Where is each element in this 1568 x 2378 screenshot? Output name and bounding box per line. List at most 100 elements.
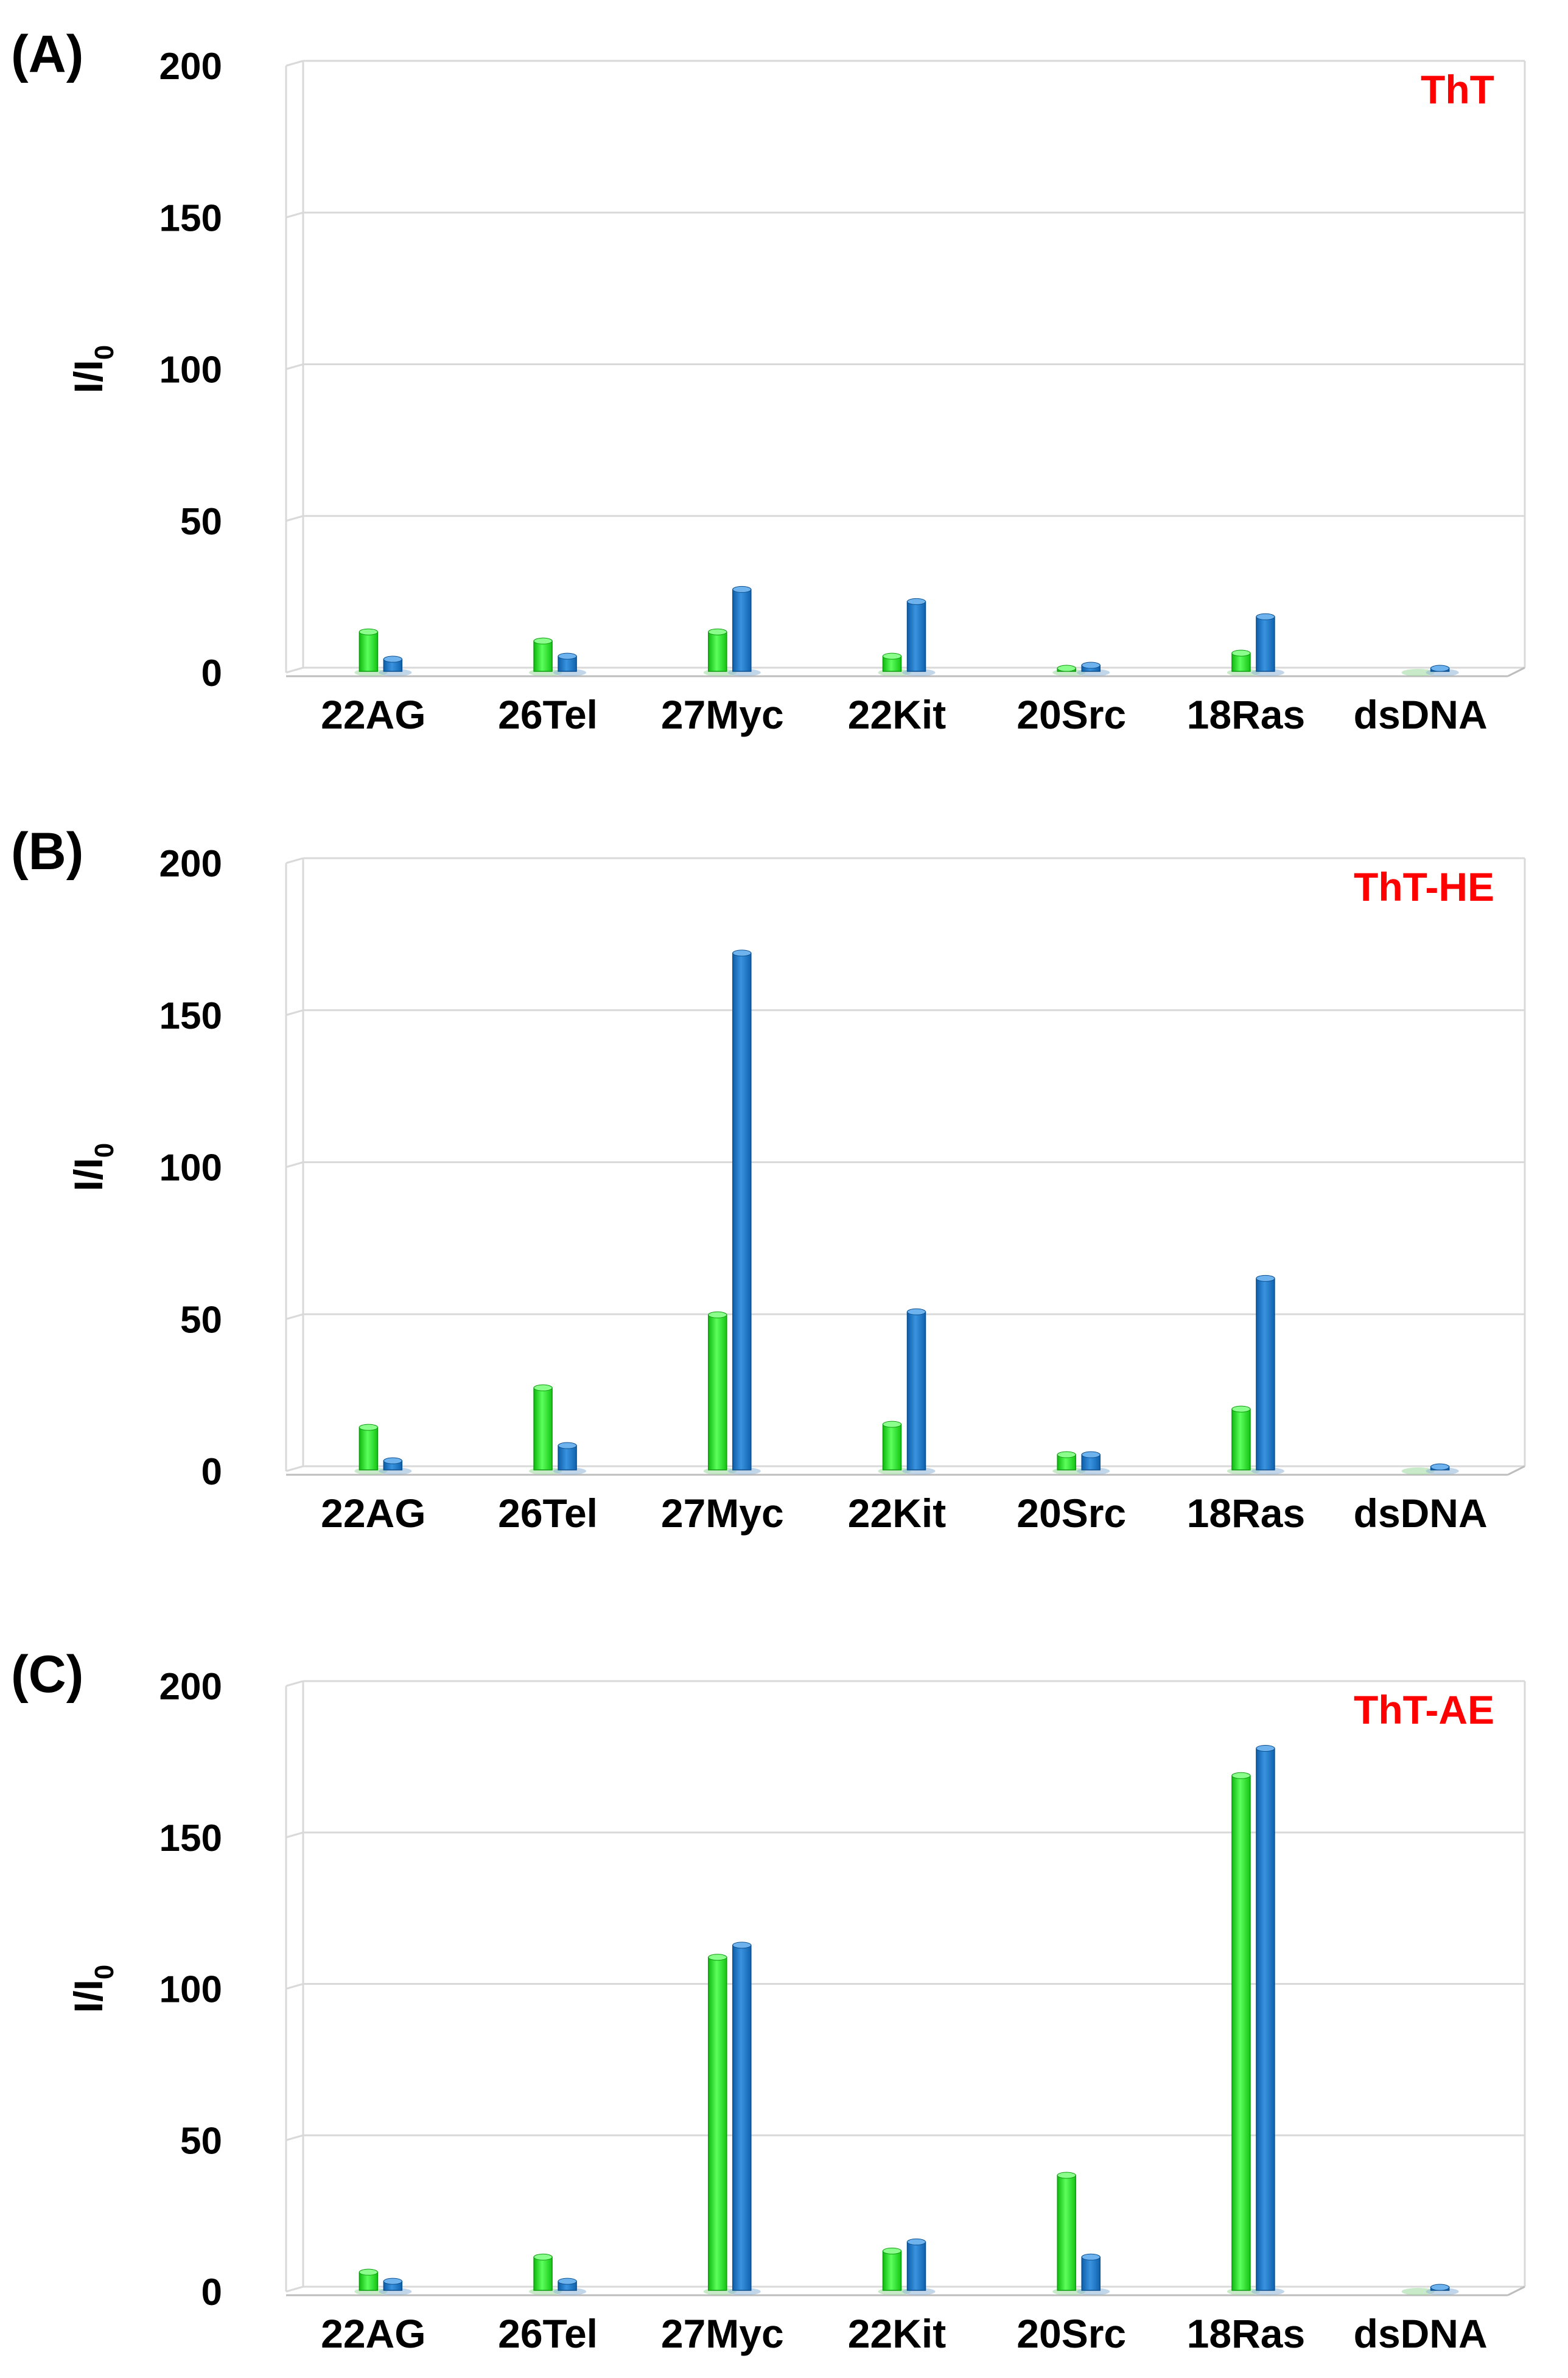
bar-blue bbox=[906, 601, 926, 672]
y-axis-label-main: I/I bbox=[66, 1979, 111, 2013]
gridline-side bbox=[285, 666, 304, 674]
bar-blue-cap bbox=[558, 1442, 577, 1449]
bar-green bbox=[1231, 1775, 1251, 2291]
x-tick-label: 27Myc bbox=[661, 2311, 784, 2356]
y-axis-label-sub: 0 bbox=[89, 1143, 119, 1158]
x-tick-label: 22Kit bbox=[848, 692, 946, 737]
x-tick-label: 20Src bbox=[1017, 1491, 1126, 1536]
y-tick-label: 50 bbox=[180, 2120, 222, 2162]
bar-blue-cap bbox=[383, 656, 402, 663]
bar-blue-cap bbox=[383, 1457, 402, 1464]
bar-blue-cap bbox=[907, 1308, 926, 1315]
y-tick-label: 100 bbox=[159, 349, 222, 391]
bar-blue-cap bbox=[1081, 2253, 1101, 2261]
bar-green bbox=[533, 2256, 553, 2291]
y-tick-label: 0 bbox=[201, 652, 222, 694]
x-tick-label: 27Myc bbox=[661, 692, 784, 737]
bar-green bbox=[1231, 1408, 1251, 1471]
x-tick-label: 22AG bbox=[321, 692, 425, 737]
bar-green-shadow bbox=[1401, 2288, 1435, 2295]
bar-green-cap bbox=[1231, 1772, 1251, 1779]
bar-blue-cap bbox=[1256, 1275, 1275, 1282]
y-tick-label: 0 bbox=[201, 2271, 222, 2313]
gridline-side bbox=[285, 1465, 304, 1472]
bar-green-shadow bbox=[1401, 669, 1435, 676]
x-tick-label: 26Tel bbox=[498, 1491, 598, 1536]
x-tick-label: 20Src bbox=[1017, 2311, 1126, 2356]
bar-green-cap bbox=[1231, 649, 1251, 657]
bar-blue-cap bbox=[383, 2278, 402, 2285]
y-tick-label: 200 bbox=[159, 843, 222, 885]
bar-green bbox=[882, 2250, 902, 2291]
y-axis-label: I/I0 bbox=[66, 1965, 119, 2013]
gridline-side bbox=[285, 60, 304, 67]
bar-blue bbox=[732, 953, 752, 1471]
floor-edge-side bbox=[1507, 2285, 1525, 2296]
y-axis-label-sub: 0 bbox=[89, 1965, 119, 1979]
bar-green-cap bbox=[533, 1384, 553, 1391]
bar-blue-cap bbox=[1256, 613, 1275, 620]
bar-green-cap bbox=[708, 1954, 727, 1961]
x-tick-label: 22AG bbox=[321, 1491, 425, 1536]
y-axis-label: I/I0 bbox=[66, 1143, 119, 1192]
gridline-side bbox=[285, 363, 304, 370]
gridline-side bbox=[285, 515, 304, 522]
x-tick-label: 20Src bbox=[1017, 692, 1126, 737]
gridline-side bbox=[285, 1831, 304, 1839]
x-tick-label: 18Ras bbox=[1187, 2311, 1306, 2356]
gridline-side bbox=[285, 1313, 304, 1320]
y-tick-label: 150 bbox=[159, 197, 222, 239]
panel-label: (C) bbox=[11, 1645, 83, 1704]
bar-blue bbox=[732, 589, 752, 672]
bar-blue bbox=[906, 2241, 926, 2291]
bar-blue-cap bbox=[1081, 662, 1101, 669]
bar-green-cap bbox=[708, 628, 727, 635]
bar-green-cap bbox=[533, 637, 553, 645]
bar-green-cap bbox=[359, 628, 378, 635]
bar-blue bbox=[1256, 1747, 1275, 2291]
y-tick-label: 100 bbox=[159, 1147, 222, 1189]
y-axis-label-main: I/I bbox=[66, 360, 111, 393]
bar-green bbox=[882, 1424, 902, 1471]
bar-green-cap bbox=[883, 2247, 901, 2254]
y-tick-label: 50 bbox=[180, 1299, 222, 1341]
gridline-side bbox=[285, 2285, 304, 2293]
y-tick-label: 100 bbox=[159, 1969, 222, 2011]
bar-green bbox=[533, 1387, 553, 1471]
bar-green-cap bbox=[359, 1424, 378, 1431]
panel-label: (A) bbox=[11, 25, 83, 83]
bar-blue-cap bbox=[558, 2278, 577, 2285]
gridline-side bbox=[285, 1161, 304, 1168]
y-tick-label: 50 bbox=[180, 501, 222, 543]
y-axis-label: I/I0 bbox=[66, 345, 119, 394]
y-axis-label-main: I/I bbox=[66, 1158, 111, 1191]
bar-green-cap bbox=[359, 2268, 378, 2276]
bar-green-cap bbox=[883, 1421, 901, 1428]
x-tick-label: 26Tel bbox=[498, 2311, 598, 2356]
bar-green-shadow bbox=[1401, 1467, 1435, 1475]
bar-green bbox=[708, 631, 727, 672]
floor-edge-side bbox=[1507, 1465, 1525, 1476]
bar-blue bbox=[732, 1945, 752, 2291]
x-tick-label: 26Tel bbox=[498, 692, 598, 737]
x-tick-label: 22Kit bbox=[848, 1491, 946, 1536]
x-tick-label: 18Ras bbox=[1187, 1491, 1306, 1536]
bar-blue-cap bbox=[1081, 1451, 1101, 1458]
x-tick-label: 22AG bbox=[321, 2311, 425, 2356]
bar-blue-cap bbox=[732, 949, 752, 957]
panel-label: (B) bbox=[11, 822, 83, 881]
bar-green-cap bbox=[1057, 2172, 1076, 2179]
bar-blue-cap bbox=[558, 652, 577, 660]
chart-title: ThT-AE bbox=[1354, 1687, 1494, 1732]
x-tick-label: dsDNA bbox=[1354, 692, 1488, 737]
x-tick-label: 18Ras bbox=[1187, 692, 1306, 737]
y-tick-label: 200 bbox=[159, 1666, 222, 1708]
bar-green-cap bbox=[1057, 1451, 1076, 1458]
floor-edge-side bbox=[1507, 666, 1525, 677]
x-tick-label: dsDNA bbox=[1354, 1491, 1488, 1536]
bar-blue bbox=[1256, 616, 1275, 672]
bar-green bbox=[708, 1314, 727, 1471]
